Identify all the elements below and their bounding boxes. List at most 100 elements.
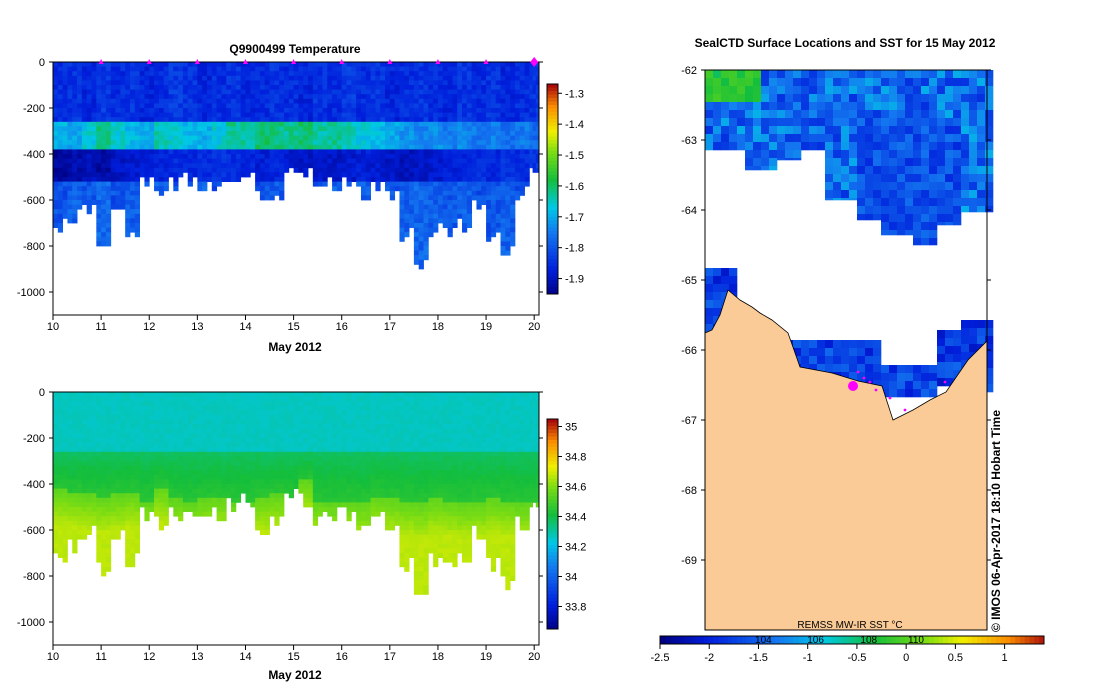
temperature-cell — [197, 144, 203, 150]
temperature-cell — [62, 181, 68, 187]
temperature-cell — [495, 163, 501, 169]
temperature-cell — [442, 149, 448, 155]
salinity-cell — [120, 525, 126, 531]
temperature-cell — [120, 126, 126, 132]
temperature-cell — [471, 94, 477, 100]
salinity-cell — [226, 419, 232, 425]
temperature-cell — [312, 154, 319, 159]
temperature-cell — [206, 163, 213, 169]
salinity-cell — [62, 511, 68, 517]
temperature-cell — [490, 223, 497, 228]
salinity-cell — [77, 493, 83, 499]
salinity-cell — [62, 530, 68, 535]
temperature-cell — [231, 98, 237, 104]
salinity-cell — [67, 456, 73, 462]
temperature-cell — [303, 89, 309, 95]
salinity-cell — [67, 465, 73, 471]
temperature-cell — [221, 66, 227, 72]
temperature-cell — [168, 126, 174, 132]
temperature-cell — [110, 94, 116, 100]
salinity-cell — [332, 465, 338, 471]
temperature-cell — [462, 163, 468, 169]
salinity-cell — [250, 410, 256, 416]
temperature-cell — [211, 98, 217, 104]
salinity-cell — [86, 507, 92, 512]
salinity-cell — [312, 516, 319, 522]
temperature-cell — [312, 66, 319, 72]
temperature-cell — [101, 181, 107, 187]
temperature-cell — [231, 158, 237, 164]
temperature-cell — [399, 135, 405, 141]
temperature-cell — [57, 108, 64, 113]
temperature-cell — [250, 103, 256, 109]
temperature-cell — [110, 135, 116, 141]
salinity-cell — [216, 396, 222, 402]
temperature-cell — [380, 158, 386, 164]
salinity-cell — [163, 493, 169, 499]
temperature-cell — [96, 149, 102, 155]
temperature-cell — [433, 218, 439, 224]
temperature-cell — [129, 62, 136, 67]
temperature-cell — [529, 89, 533, 95]
salinity-cell — [105, 451, 112, 457]
temperature-cell — [535, 158, 540, 164]
salinity-cell — [303, 502, 309, 508]
temperature-cell — [447, 213, 453, 219]
temperature-cell — [120, 200, 126, 205]
temperature-cell — [96, 190, 102, 196]
temperature-cell — [245, 112, 251, 118]
salinity-cell — [332, 405, 338, 411]
temperature-cell — [101, 62, 107, 67]
temperature-cell — [57, 200, 64, 205]
temperature-cell — [163, 80, 169, 86]
temperature-cell — [67, 177, 73, 182]
temperature-cell — [423, 163, 429, 169]
salinity-cell — [110, 401, 116, 407]
salinity-cell — [125, 539, 131, 545]
temperature-cell — [327, 71, 333, 77]
temperature-cell — [457, 181, 463, 187]
salinity-cell — [173, 479, 179, 485]
temperature-cell — [341, 66, 347, 72]
temperature-cell — [404, 195, 410, 201]
temperature-cell — [514, 195, 521, 201]
temperature-cell — [274, 172, 280, 178]
temperature-cell — [308, 80, 314, 86]
salinity-cell — [274, 484, 280, 489]
temperature-cell — [120, 167, 126, 173]
salinity-cell — [221, 511, 227, 517]
temperature-cell — [399, 213, 405, 219]
temperature-cell — [535, 80, 540, 86]
temperature-cell — [418, 167, 424, 173]
salinity-cell — [163, 428, 169, 434]
temperature-cell — [462, 200, 468, 205]
temperature-cell — [457, 108, 463, 113]
salinity-cell — [216, 474, 222, 480]
temperature-cell — [202, 85, 208, 90]
temperature-cell — [346, 98, 352, 104]
salinity-cell — [259, 415, 266, 420]
temperature-cell — [380, 154, 386, 159]
temperature-cell — [134, 154, 141, 159]
temperature-cell — [67, 158, 73, 164]
temperature-cell — [216, 71, 222, 77]
temperature-cell — [211, 112, 217, 118]
salinity-cell — [110, 502, 116, 508]
colorbar-swatch — [547, 84, 558, 88]
temperature-cell — [182, 103, 189, 109]
temperature-cell — [365, 126, 371, 132]
temperature-cell — [505, 98, 511, 104]
temperature-cell — [466, 154, 473, 159]
temperature-cell — [510, 223, 516, 228]
temperature-cell — [77, 121, 83, 127]
salinity-cell — [240, 488, 246, 494]
salinity-cell — [110, 484, 116, 489]
temperature-cell — [308, 144, 314, 150]
salinity-cell — [57, 520, 64, 526]
temperature-cell — [433, 131, 439, 136]
temperature-cell — [437, 117, 444, 123]
temperature-cell — [346, 103, 352, 109]
salinity-cell — [91, 396, 97, 402]
temperature-cell — [178, 121, 184, 127]
temperature-cell — [404, 71, 410, 77]
